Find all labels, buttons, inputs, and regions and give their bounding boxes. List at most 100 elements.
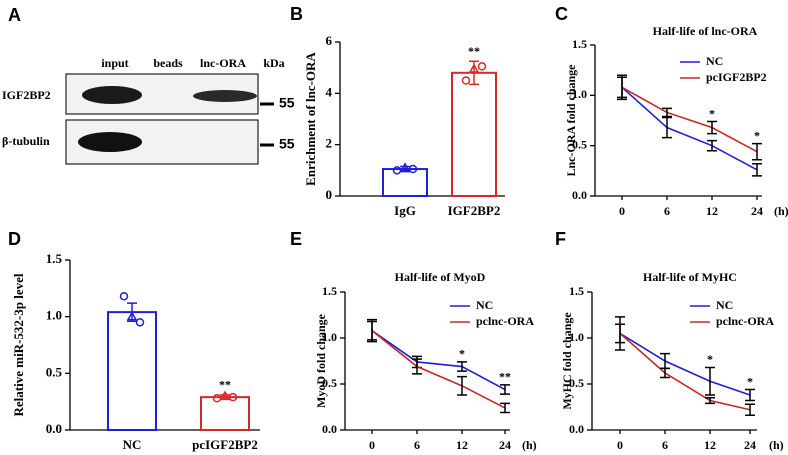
x-tick-label: pcIGF2BP2 (192, 437, 258, 452)
y-axis-label: MyoD fold change (314, 313, 328, 408)
x-tick-label: 24 (744, 438, 756, 452)
y-tick-label: 1.0 (569, 330, 584, 344)
row-label: IGF2BP2 (2, 88, 51, 102)
bar (382, 168, 428, 198)
panel-letter: D (8, 229, 21, 249)
error-bar (500, 402, 510, 414)
bar (200, 396, 250, 431)
x-tick-label: 0 (619, 204, 625, 218)
x-tick-label: 6 (414, 438, 420, 452)
y-tick-label: 1.0 (322, 330, 337, 344)
chart-title: Half-life of lnc-ORA (653, 24, 758, 38)
data-point (399, 162, 411, 172)
x-tick-label: 12 (706, 204, 718, 218)
legend-label: pclnc-ORA (716, 314, 774, 328)
chart-title: Half-life of MyoD (395, 270, 486, 284)
y-tick-label: 1.0 (572, 87, 587, 101)
error-bar (412, 358, 422, 375)
line (371, 330, 506, 409)
y-tick-label: 0 (326, 187, 333, 202)
significance: * (709, 106, 715, 120)
x-tick-label: 6 (664, 204, 670, 218)
error-bar (745, 403, 755, 417)
line (371, 329, 506, 391)
y-tick-label: 0.0 (322, 422, 337, 436)
panel-letter: F (555, 229, 566, 249)
bar (107, 311, 157, 431)
y-tick-label: 2 (326, 136, 333, 151)
x-tick-label: 0 (617, 438, 623, 452)
y-tick-label: 0.5 (569, 376, 584, 390)
bar (451, 71, 497, 197)
significance: * (754, 128, 760, 142)
y-tick-label: 0.0 (572, 188, 587, 202)
error-bar (745, 388, 755, 402)
data-point (228, 392, 238, 402)
data-point (477, 62, 487, 71)
panel-letter: C (555, 4, 568, 24)
legend-label: NC (476, 298, 493, 312)
legend-label: NC (716, 298, 733, 312)
y-axis-label: MyHC fold change (560, 312, 574, 410)
y-tick-label: 1.5 (46, 251, 63, 266)
x-tick-label: NC (123, 437, 142, 452)
band (78, 132, 142, 152)
y-axis-label: Lnc-ORA fold change (564, 64, 578, 177)
panel-letter: E (290, 229, 302, 249)
line (619, 332, 751, 411)
y-tick-label: 0.0 (46, 421, 62, 436)
panel-letter: A (8, 5, 21, 25)
x-tick-label: 12 (456, 438, 468, 452)
y-tick-label: 1.5 (322, 284, 337, 298)
x-tick-label: 24 (499, 438, 511, 452)
y-tick-label: 1.0 (46, 308, 62, 323)
error-bar (457, 361, 467, 372)
data-point (212, 394, 222, 403)
x-tick-label: IGF2BP2 (448, 203, 501, 218)
line (621, 86, 758, 153)
y-tick-label: 0.5 (46, 364, 63, 379)
x-axis-label: (h) (774, 204, 788, 218)
error-bar (705, 366, 715, 396)
legend-label: NC (706, 54, 723, 68)
error-bar (660, 367, 670, 379)
data-point (135, 318, 145, 327)
y-tick-label: 0.0 (569, 422, 584, 436)
marker-label: 55 (279, 136, 295, 152)
y-tick-label: 0.5 (322, 376, 337, 390)
y-tick-label: 6 (326, 33, 333, 48)
data-point (219, 390, 231, 400)
y-axis-label: Enrichment of lnc-ORA (303, 52, 318, 186)
x-tick-label: 24 (751, 204, 763, 218)
error-bar (705, 397, 715, 405)
error-bar (662, 116, 672, 139)
error-bar (752, 142, 762, 161)
y-tick-label: 1.5 (569, 284, 584, 298)
error-bar (660, 352, 670, 370)
error-bar (367, 320, 377, 341)
x-tick-label: 0 (369, 438, 375, 452)
significance: * (459, 347, 465, 361)
significance: * (707, 352, 713, 366)
chart-title: Half-life of MyHC (643, 270, 737, 284)
line (621, 86, 758, 171)
error-bar (707, 139, 717, 152)
error-bar (662, 107, 672, 118)
error-bar (615, 323, 625, 344)
significance: ** (468, 44, 480, 58)
data-point (119, 292, 129, 301)
band (82, 86, 142, 104)
marker-label: 55 (279, 95, 295, 111)
y-tick-label: 4 (326, 84, 333, 99)
error-bar (500, 384, 510, 395)
data-point (461, 76, 471, 85)
y-tick-label: 1.5 (572, 37, 587, 51)
data-point (126, 311, 138, 321)
x-axis-label: (h) (769, 438, 784, 452)
lane-label: beads (153, 56, 183, 70)
lane-label: input (101, 56, 128, 70)
band (193, 90, 257, 102)
error-bar (707, 120, 717, 135)
y-axis-label: Relative miR-532-3p level (11, 273, 26, 416)
